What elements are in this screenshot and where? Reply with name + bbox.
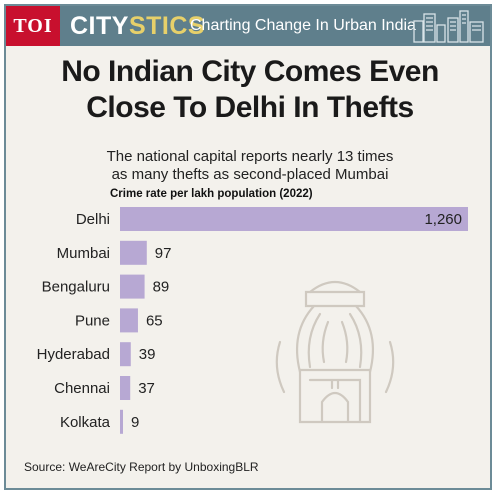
brand-part-stics: STICS: [128, 12, 206, 40]
category-label: Bengaluru: [42, 279, 110, 296]
bar: [120, 240, 147, 265]
bar: [120, 308, 138, 333]
value-label: 65: [146, 312, 163, 329]
toi-logo: TOI: [6, 6, 60, 46]
bar: [120, 376, 131, 400]
subtitle-line-2: as many thefts as second-placed Mumbai: [111, 166, 389, 183]
chart-title: Crime rate per lakh population (2022): [110, 188, 313, 200]
bar: [120, 342, 131, 367]
category-label: Mumbai: [57, 245, 110, 262]
card-frame: [4, 4, 492, 490]
category-label: Chennai: [54, 380, 110, 397]
bar: [120, 207, 468, 231]
bar: [120, 409, 123, 434]
value-label: 89: [153, 279, 170, 296]
header-tagline: Charting Change In Urban India: [190, 17, 416, 34]
header-bar: [6, 6, 490, 46]
headline-line-1: No Indian City Comes Even: [61, 55, 439, 88]
source-note: Source: WeAreCity Report by UnboxingBLR: [24, 460, 259, 474]
category-label: Kolkata: [60, 414, 111, 431]
bar: [120, 274, 145, 299]
category-label: Hyderabad: [37, 346, 110, 363]
value-label: 37: [138, 380, 155, 397]
value-label: 39: [139, 346, 156, 363]
category-label: Pune: [75, 312, 110, 329]
subtitle: The national capital reports nearly 13 t…: [10, 148, 490, 184]
headline: No Indian City Comes Even Close To Delhi…: [10, 54, 490, 126]
monument-lineart-icon: [275, 280, 395, 424]
brand-part-city: CITY: [70, 12, 129, 40]
headline-line-2: Close To Delhi In Thefts: [86, 91, 414, 124]
subtitle-line-1: The national capital reports nearly 13 t…: [106, 148, 394, 165]
value-label: 1,260: [424, 211, 462, 228]
city-skyline-icon: [413, 10, 484, 43]
category-label: Delhi: [76, 211, 110, 228]
value-label: 9: [131, 414, 139, 431]
citystics-brand: CITYSTICS: [70, 11, 205, 41]
value-label: 97: [155, 245, 172, 262]
